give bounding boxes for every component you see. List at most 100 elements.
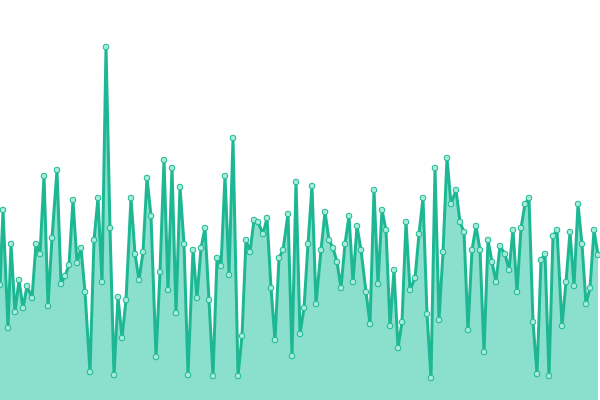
point: [374, 280, 382, 288]
point: [456, 218, 464, 226]
point: [402, 218, 410, 226]
point: [242, 236, 250, 244]
point: [53, 166, 61, 174]
point: [411, 274, 419, 282]
point: [341, 240, 349, 248]
point: [321, 208, 329, 216]
point: [586, 284, 594, 292]
point: [435, 316, 443, 324]
point: [48, 234, 56, 242]
point: [225, 271, 233, 279]
point: [570, 282, 578, 290]
point: [229, 134, 237, 142]
point: [362, 288, 370, 296]
point: [472, 222, 480, 230]
point: [238, 332, 246, 340]
point: [139, 248, 147, 256]
point: [537, 256, 545, 264]
point: [353, 222, 361, 230]
point: [509, 226, 517, 234]
point: [452, 186, 460, 194]
point: [345, 212, 353, 220]
point: [205, 296, 213, 304]
point: [582, 300, 590, 308]
point: [378, 206, 386, 214]
point: [7, 240, 15, 248]
point: [325, 236, 333, 244]
point: [398, 318, 406, 326]
point: [98, 278, 106, 286]
point: [505, 266, 513, 274]
point: [57, 280, 65, 288]
point: [529, 318, 537, 326]
point: [443, 154, 451, 162]
point: [213, 254, 221, 262]
point: [337, 284, 345, 292]
point: [114, 293, 122, 301]
point: [525, 194, 533, 202]
point: [15, 276, 23, 284]
point: [65, 261, 73, 269]
point: [0, 281, 4, 289]
point: [263, 214, 271, 222]
point: [106, 224, 114, 232]
point: [131, 250, 139, 258]
point: [135, 276, 143, 284]
point: [86, 368, 94, 376]
point: [189, 246, 197, 254]
point: [484, 236, 492, 244]
point: [488, 258, 496, 266]
point: [184, 371, 192, 379]
point: [23, 282, 31, 290]
point: [217, 262, 225, 270]
point: [382, 226, 390, 234]
point: [300, 304, 308, 312]
point: [168, 164, 176, 172]
point: [4, 324, 12, 332]
point: [386, 322, 394, 330]
point: [61, 272, 69, 280]
point: [44, 302, 52, 310]
point: [521, 200, 529, 208]
point: [143, 174, 151, 182]
point: [496, 242, 504, 250]
point: [427, 374, 435, 382]
point: [197, 244, 205, 252]
point: [110, 371, 118, 379]
point: [317, 246, 325, 254]
point: [431, 164, 439, 172]
point: [476, 246, 484, 254]
point: [267, 284, 275, 292]
point: [366, 320, 374, 328]
point: [11, 308, 19, 316]
point: [329, 244, 337, 252]
point: [28, 294, 36, 302]
point: [423, 310, 431, 318]
point: [81, 288, 89, 296]
point: [127, 194, 135, 202]
point: [492, 278, 500, 286]
point: [36, 250, 44, 258]
point: [102, 43, 110, 51]
point: [94, 194, 102, 202]
point: [32, 240, 40, 248]
area-fill: [0, 47, 598, 400]
point: [533, 370, 541, 378]
point: [90, 236, 98, 244]
point: [553, 226, 561, 234]
point: [221, 172, 229, 180]
point: [172, 309, 180, 317]
point: [77, 244, 85, 252]
point: [259, 230, 267, 238]
point: [566, 228, 574, 236]
point: [275, 254, 283, 262]
point: [308, 182, 316, 190]
point: [73, 259, 81, 267]
point: [558, 322, 566, 330]
point: [164, 286, 172, 294]
point: [517, 224, 525, 232]
point: [590, 226, 598, 234]
point: [562, 278, 570, 286]
